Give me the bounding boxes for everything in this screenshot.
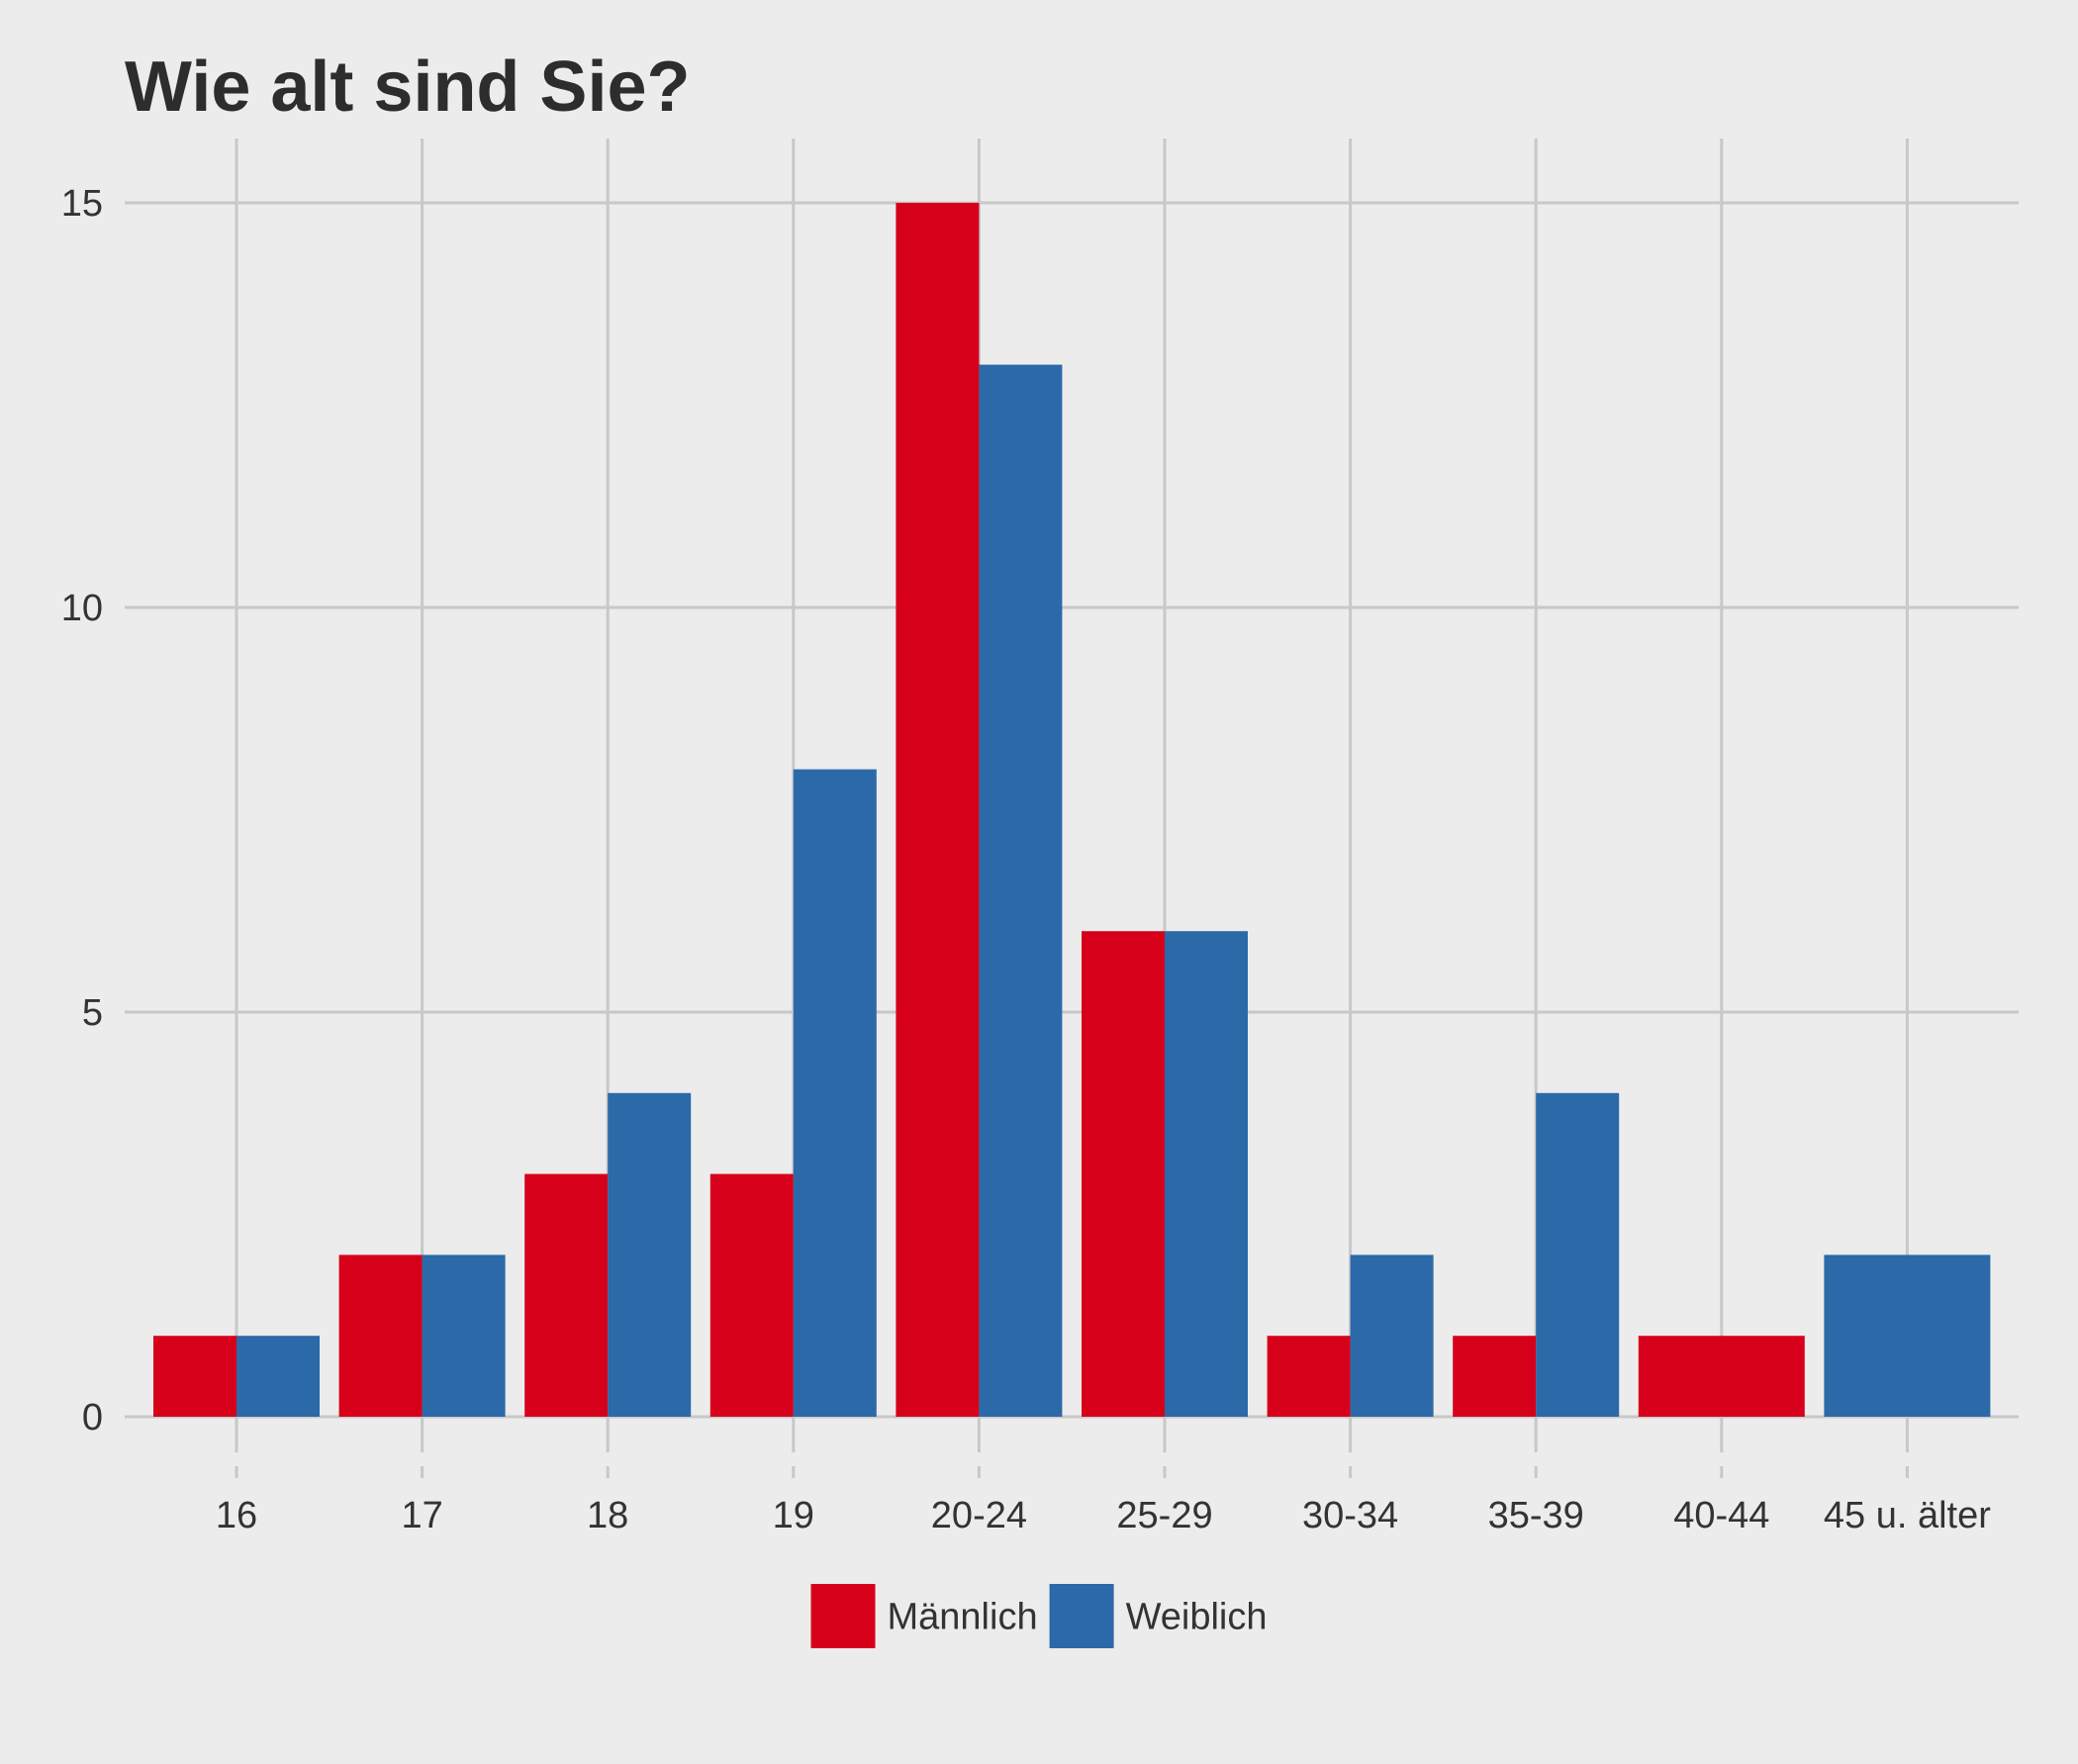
x-tick-label: 17 bbox=[401, 1495, 442, 1536]
legend-label-weiblich: Weiblich bbox=[1126, 1597, 1268, 1638]
bar-maennlich-30-34 bbox=[1267, 1336, 1351, 1417]
bar-weiblich-16 bbox=[236, 1336, 320, 1417]
x-axis: 16 17 18 19 20-24 25-29 30-34 35-39 40-44 45 u. ä… bbox=[216, 1466, 1991, 1536]
bar-weiblich-25-29 bbox=[1165, 931, 1248, 1417]
bars bbox=[153, 203, 1991, 1418]
bar-maennlich-20-24 bbox=[896, 203, 980, 1417]
bar-weiblich-45-u-aelter bbox=[1824, 1254, 1991, 1417]
bar-weiblich-30-34 bbox=[1350, 1254, 1434, 1417]
legend-label-maennlich: Männlich bbox=[888, 1597, 1038, 1638]
x-tick-label: 30-34 bbox=[1302, 1495, 1398, 1536]
bar-maennlich-17 bbox=[338, 1254, 423, 1417]
x-tick-label: 40-44 bbox=[1673, 1495, 1769, 1536]
legend-swatch-weiblich bbox=[1049, 1584, 1114, 1648]
bar-weiblich-35-39 bbox=[1536, 1092, 1620, 1417]
bar-maennlich-19 bbox=[709, 1173, 794, 1417]
bar-weiblich-20-24 bbox=[979, 364, 1063, 1418]
x-tick-label: 18 bbox=[587, 1495, 628, 1536]
legend: Männlich Weiblich bbox=[810, 1584, 1268, 1648]
bar-maennlich-16 bbox=[153, 1336, 236, 1417]
bar-weiblich-17 bbox=[422, 1254, 506, 1417]
bar-maennlich-25-29 bbox=[1082, 931, 1165, 1417]
y-axis: 0 5 10 15 bbox=[61, 183, 103, 1439]
y-tick-label: 0 bbox=[82, 1397, 103, 1439]
bar-weiblich-18 bbox=[608, 1092, 692, 1417]
x-tick-label: 20-24 bbox=[931, 1495, 1027, 1536]
bar-weiblich-19 bbox=[793, 769, 877, 1417]
x-tick-label: 25-29 bbox=[1116, 1495, 1212, 1536]
y-tick-label: 15 bbox=[61, 183, 103, 225]
y-tick-label: 5 bbox=[82, 992, 103, 1034]
y-tick-label: 10 bbox=[61, 588, 103, 629]
bar-maennlich-40-44 bbox=[1638, 1336, 1805, 1417]
bar-maennlich-35-39 bbox=[1453, 1336, 1537, 1417]
x-tick-label: 45 u. älter bbox=[1824, 1495, 1991, 1536]
legend-swatch-maennlich bbox=[810, 1584, 876, 1648]
bar-maennlich-18 bbox=[524, 1173, 609, 1417]
x-tick-label: 35-39 bbox=[1488, 1495, 1584, 1536]
chart-title: Wie alt sind Sie? bbox=[125, 47, 690, 127]
x-tick-label: 19 bbox=[773, 1495, 814, 1536]
x-tick-label: 16 bbox=[216, 1495, 257, 1536]
